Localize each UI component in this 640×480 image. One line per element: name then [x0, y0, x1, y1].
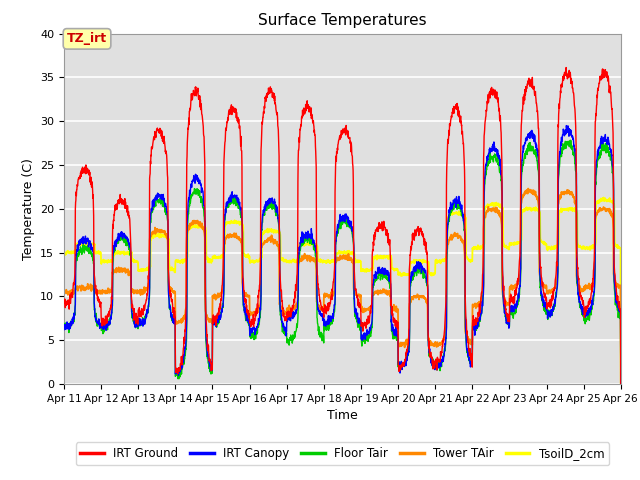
Legend: IRT Ground, IRT Canopy, Floor Tair, Tower TAir, TsoilD_2cm: IRT Ground, IRT Canopy, Floor Tair, Towe… — [76, 443, 609, 465]
TsoilD_2cm — [617, 381, 625, 387]
Title: Surface Temperatures: Surface Temperatures — [258, 13, 427, 28]
TsoilD_2cm — [60, 250, 68, 256]
Text: TZ_irt: TZ_irt — [67, 32, 107, 46]
Floor Tair — [504, 319, 512, 325]
IRT Canopy — [563, 123, 570, 129]
IRT Ground — [60, 297, 68, 302]
Floor Tair — [60, 326, 68, 332]
TsoilD_2cm — [504, 245, 512, 251]
TsoilD_2cm — [568, 205, 575, 211]
Tower TAir — [358, 306, 366, 312]
Floor Tair — [568, 144, 575, 150]
IRT Ground — [371, 237, 378, 242]
IRT Ground — [568, 81, 575, 86]
Floor Tair — [358, 333, 366, 338]
IRT Canopy — [371, 273, 378, 279]
IRT Canopy — [358, 337, 366, 343]
Floor Tair — [584, 313, 591, 319]
TsoilD_2cm — [583, 244, 591, 250]
IRT Canopy — [584, 312, 591, 317]
TsoilD_2cm — [371, 254, 378, 260]
X-axis label: Time: Time — [327, 409, 358, 422]
Floor Tair — [566, 137, 574, 143]
TsoilD_2cm — [358, 267, 366, 273]
IRT Canopy — [568, 134, 575, 140]
IRT Canopy — [216, 317, 223, 323]
Line: IRT Canopy: IRT Canopy — [64, 126, 621, 384]
Floor Tair — [371, 279, 378, 285]
IRT Canopy — [504, 319, 512, 325]
IRT Canopy — [60, 327, 68, 333]
Tower TAir — [216, 292, 223, 298]
IRT Ground — [358, 324, 366, 329]
TsoilD_2cm — [600, 195, 607, 201]
Tower TAir — [371, 290, 378, 296]
Line: Floor Tair: Floor Tair — [64, 140, 621, 384]
Tower TAir — [504, 300, 512, 306]
IRT Ground — [216, 308, 223, 314]
Tower TAir — [60, 290, 68, 296]
Line: TsoilD_2cm: TsoilD_2cm — [64, 198, 621, 384]
IRT Ground — [617, 381, 625, 387]
Y-axis label: Temperature (C): Temperature (C) — [22, 158, 35, 260]
IRT Canopy — [617, 381, 625, 387]
IRT Ground — [504, 312, 512, 317]
Tower TAir — [584, 283, 591, 289]
IRT Ground — [584, 306, 591, 312]
Tower TAir — [617, 381, 625, 387]
Floor Tair — [617, 381, 625, 387]
Line: Tower TAir: Tower TAir — [64, 189, 621, 384]
TsoilD_2cm — [216, 254, 223, 260]
Floor Tair — [216, 314, 223, 320]
Tower TAir — [568, 189, 575, 195]
Line: IRT Ground: IRT Ground — [64, 68, 621, 384]
IRT Ground — [563, 65, 570, 71]
Tower TAir — [524, 186, 532, 192]
